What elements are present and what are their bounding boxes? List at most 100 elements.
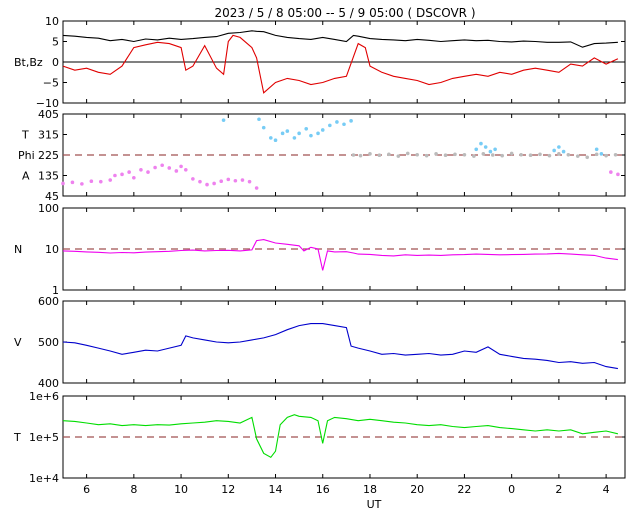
theta-point	[335, 120, 339, 124]
temperature-panel: 1e+6 1e+5 1e+4 T	[13, 390, 626, 485]
angle_a-point	[167, 166, 172, 170]
x-tick-label: 6	[83, 483, 90, 496]
theta-point	[599, 152, 604, 156]
angle_a-point	[61, 181, 65, 186]
theta-point	[304, 127, 309, 131]
phi-point	[443, 153, 448, 158]
bz-line	[62, 34, 619, 94]
mag-ytick-label: −10	[36, 97, 59, 110]
x-tick-label: 10	[174, 483, 188, 496]
phi-point	[387, 152, 391, 157]
x-tick-label: 2	[555, 483, 562, 496]
angle_a-point	[127, 170, 131, 174]
angle_a-point	[160, 163, 164, 168]
phi-point	[547, 153, 552, 158]
angle_a-point	[254, 186, 259, 190]
phi-point	[557, 152, 561, 156]
angle_a-point	[179, 164, 183, 169]
angles-ylabel-mid: Phi	[18, 149, 35, 162]
angle_a-point	[226, 177, 231, 182]
angle_a-point	[212, 181, 216, 186]
angles-ytick-label: 135	[38, 170, 59, 183]
density-ytick-label: 1	[52, 284, 59, 297]
theta-point	[280, 131, 285, 136]
density-ytick-label: 10	[45, 243, 59, 256]
phi-point	[396, 154, 401, 158]
phi-point	[415, 152, 420, 157]
x-tick-label: 14	[269, 483, 283, 496]
angle_a-point	[120, 172, 124, 177]
phi-point	[377, 153, 382, 158]
angles-panel: 405 315 225 135 45 T Phi A	[18, 108, 626, 203]
x-tick-label: 4	[603, 483, 610, 496]
theta-point	[342, 122, 346, 127]
angles-ytick-label: 45	[45, 190, 59, 203]
speed-ytick-label: 600	[38, 295, 59, 308]
phi-point	[453, 152, 457, 157]
mag-ytick-label: 0	[52, 56, 59, 69]
theta-point	[273, 138, 278, 142]
angle_a-point	[233, 178, 238, 183]
angle_a-point	[609, 170, 613, 174]
mag-ytick-label: 5	[52, 36, 59, 49]
phi-point	[490, 153, 495, 157]
x-tick-label: 16	[316, 483, 330, 496]
speed-ylabel: V	[14, 336, 22, 349]
phi-point	[358, 153, 363, 158]
theta-point	[552, 148, 556, 153]
angle_a-point	[616, 172, 620, 177]
phi-point	[575, 154, 580, 158]
angle_a-point	[240, 178, 245, 182]
bt-line	[62, 30, 618, 48]
x-tick-label: 22	[457, 483, 471, 496]
speed-panel: 600 500 400 V	[14, 295, 626, 390]
theta-point	[316, 131, 320, 136]
phi-point	[519, 152, 523, 157]
theta-point	[483, 145, 488, 149]
angle_a-point	[70, 180, 75, 185]
theta-point	[474, 147, 479, 152]
theta-point	[297, 131, 301, 136]
phi-point	[585, 155, 590, 160]
theta-point	[320, 128, 325, 132]
phi-point	[566, 152, 571, 157]
mag-ylabel: Bt,Bz	[14, 56, 43, 69]
temperature-line	[62, 414, 619, 459]
phi-point	[538, 152, 542, 157]
phi-point	[405, 151, 410, 156]
phi-point	[528, 153, 533, 158]
angle_a-point	[132, 175, 136, 180]
speed-line	[62, 323, 618, 370]
theta-point	[479, 141, 483, 146]
angles-ytick-label: 405	[38, 108, 59, 121]
density-ytick-label: 100	[38, 202, 59, 215]
theta-point	[594, 147, 599, 152]
phi-point	[351, 153, 356, 157]
theta-point	[557, 145, 561, 149]
angle_a-point	[183, 168, 188, 172]
angle_a-point	[89, 179, 94, 183]
x-tick-label: 12	[221, 483, 235, 496]
theta-point	[292, 136, 297, 140]
phi-point	[462, 152, 467, 157]
mag-ytick-label: 10	[45, 15, 59, 28]
angles-ylabel-bottom: A	[22, 170, 30, 183]
density-panel: 100 10 1 N	[14, 202, 626, 297]
angles-ytick-label: 315	[38, 129, 59, 142]
theta-point	[488, 149, 493, 154]
angles-ytick-label: 225	[38, 149, 59, 162]
phi-point	[604, 153, 608, 158]
chart-title: 2023 / 5 / 8 05:00 -- 5 / 9 05:00 ( DSCO…	[215, 6, 476, 20]
angle_a-point	[198, 179, 202, 184]
x-tick-label: 20	[410, 483, 424, 496]
temperature-ytick-label: 1e+6	[29, 390, 59, 403]
angle_a-point	[108, 178, 113, 182]
theta-point	[349, 119, 353, 123]
angle_a-point	[153, 165, 157, 170]
temperature-ytick-label: 1e+5	[29, 431, 59, 444]
angle_a-point	[219, 179, 224, 183]
angle_a-point	[98, 179, 103, 184]
x-axis-label: UT	[367, 498, 382, 511]
phi-point	[509, 151, 514, 156]
